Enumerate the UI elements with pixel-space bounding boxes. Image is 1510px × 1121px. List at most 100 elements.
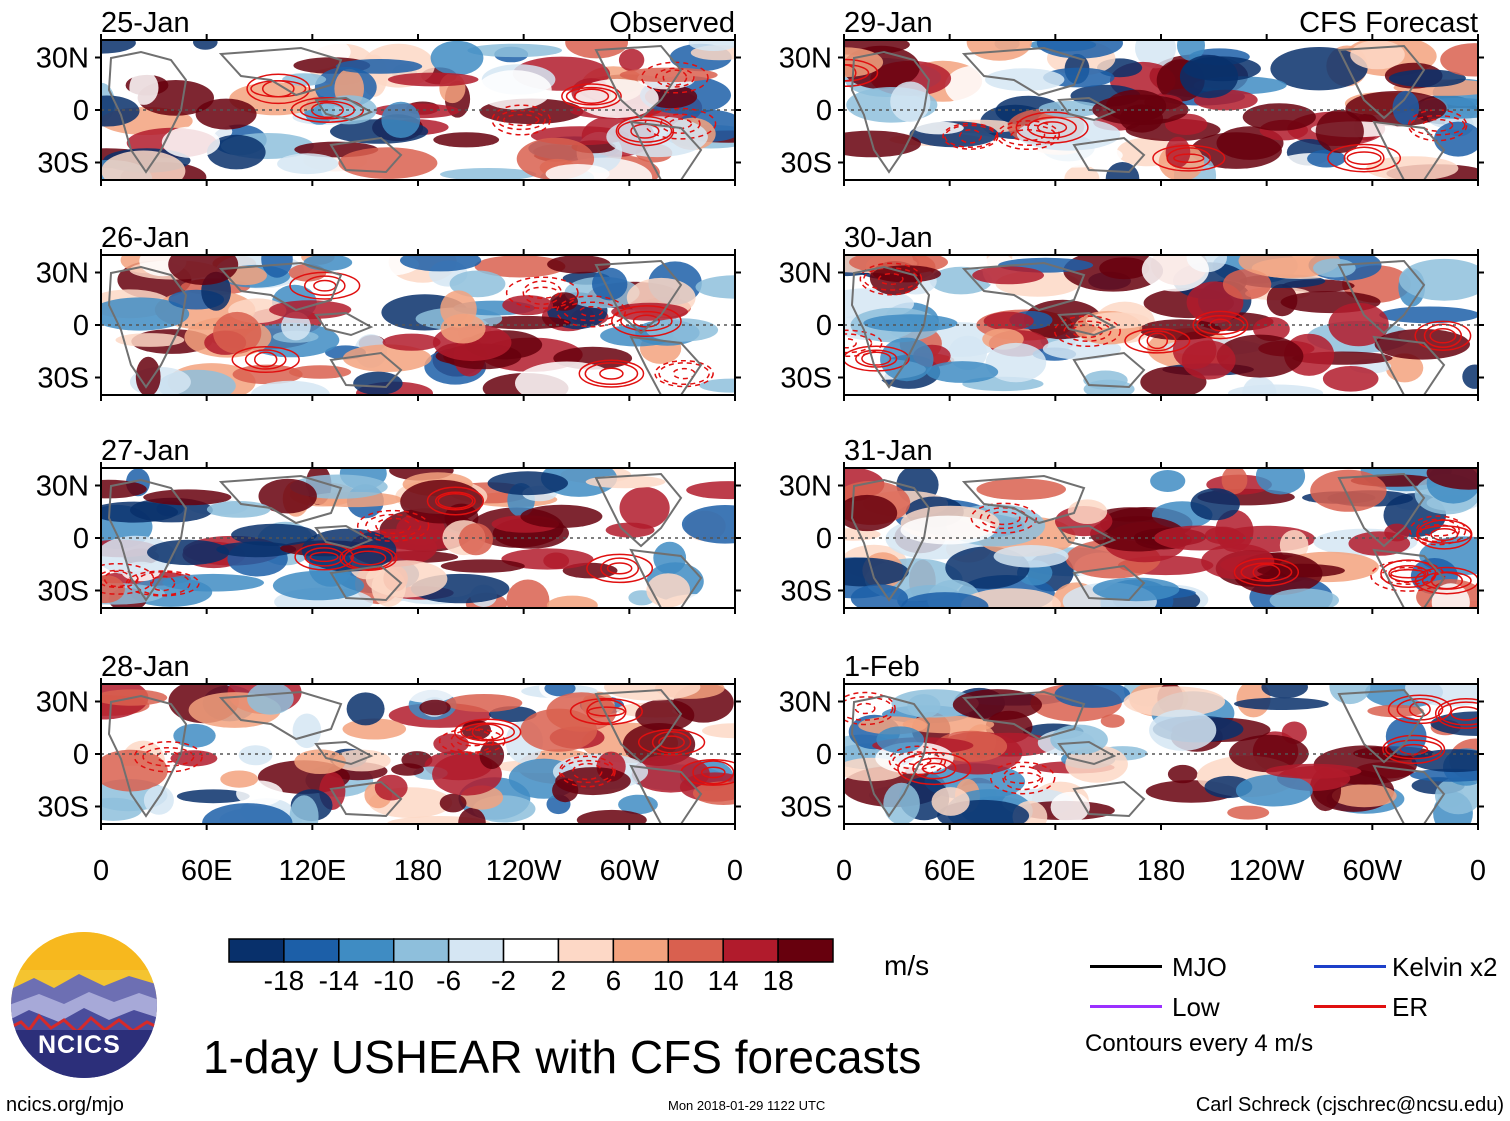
coastline (107, 478, 188, 602)
coastline (1337, 44, 1426, 120)
coastline (107, 694, 188, 818)
panel-date-label: 31-Jan (844, 435, 933, 467)
coastline (1072, 780, 1146, 818)
colorbar-tick-label: 18 (762, 965, 794, 996)
colorbar-tick-label: 6 (605, 965, 622, 996)
lat-label: 30S (37, 792, 89, 824)
legend-swatch-kelvin (1314, 965, 1386, 968)
lat-label: 30S (780, 148, 832, 180)
lat-label: 30N (779, 471, 832, 503)
panel-date-label: 27-Jan (101, 435, 190, 467)
shear-field (844, 684, 1478, 824)
lat-label: 30N (779, 43, 832, 75)
map-panel-31-Jan: 30N 0 30S 31-Jan (779, 435, 1484, 614)
coastline (1057, 311, 1117, 337)
colorbar-tick-label: -2 (491, 965, 516, 996)
coastline (329, 564, 403, 602)
lon-label: 0 (727, 855, 743, 887)
lon-label: 120W (486, 855, 562, 887)
map-panel-26-Jan: 30N 0 30S 26-Jan (36, 222, 741, 401)
lat-label: 0 (816, 310, 832, 342)
lat-label: 30S (780, 363, 832, 395)
coastline (314, 740, 374, 766)
coastline (218, 474, 343, 525)
coastline (218, 46, 343, 97)
legend-label-mjo: MJO (1172, 952, 1227, 982)
lon-label: 120E (278, 855, 346, 887)
lat-label: 30S (37, 576, 89, 608)
coastline (1337, 259, 1426, 335)
lat-label: 30S (780, 792, 832, 824)
lon-label: 0 (1470, 855, 1486, 887)
lat-label: 30N (36, 258, 89, 290)
coastline (850, 50, 931, 174)
coastline (218, 690, 343, 741)
lat-label: 0 (73, 523, 89, 555)
coastline (218, 261, 343, 312)
lon-label: 0 (93, 855, 109, 887)
credit: Carl Schreck (cjschrec@ncsu.edu) (1195, 1094, 1504, 1116)
lat-label: 0 (73, 739, 89, 771)
coastline (850, 694, 931, 818)
lat-label: 30S (37, 363, 89, 395)
panel-date-label: 29-Jan (844, 7, 933, 39)
colorbar-segment (338, 938, 395, 963)
coastline (961, 46, 1086, 97)
timestamp: Mon 2018-01-29 1122 UTC (668, 1098, 826, 1113)
colorbar-segment (228, 938, 285, 963)
coastline (329, 780, 403, 818)
shear-field (101, 684, 735, 824)
lat-label: 0 (816, 739, 832, 771)
coastline (1072, 351, 1146, 389)
shear-field (844, 255, 1478, 395)
legend-swatch-er (1314, 1005, 1386, 1008)
coastline (961, 261, 1086, 312)
ncics-logo (11, 932, 157, 1078)
coastline (329, 351, 403, 389)
lon-label: 60W (1343, 855, 1403, 887)
coastline (1057, 524, 1117, 550)
legend-label-low: Low (1172, 992, 1220, 1022)
lon-label: 120E (1021, 855, 1089, 887)
shear-field (101, 40, 735, 180)
coastline (594, 688, 683, 764)
shear-field (101, 468, 735, 608)
lat-label: 30S (37, 148, 89, 180)
coastline (1072, 564, 1146, 602)
figure-title: 1-day USHEAR with CFS forecasts (203, 1031, 922, 1083)
colorbar-units: m/s (884, 950, 930, 981)
legend-swatch-low (1090, 1005, 1162, 1008)
coastline (314, 311, 374, 337)
colorbar-segment (392, 938, 450, 963)
colorbar (228, 938, 834, 963)
coastline (961, 690, 1086, 741)
colorbar-tick-label: -6 (436, 965, 462, 996)
colorbar-segment (722, 938, 779, 963)
shear-field (844, 40, 1478, 180)
coastline (107, 265, 188, 389)
colorbar-tick-label: -14 (318, 965, 360, 996)
coastline (1372, 764, 1446, 824)
coastline (1057, 96, 1117, 122)
lon-label: 60E (924, 855, 976, 887)
lat-label: 30N (36, 687, 89, 719)
coastline (850, 265, 931, 389)
colorbar-segment (612, 938, 670, 963)
legend-swatch-mjo (1090, 965, 1162, 968)
panel-date-label: 1-Feb (844, 651, 920, 683)
panel-date-label: 30-Jan (844, 222, 933, 254)
colorbar-segment (283, 938, 340, 963)
coastline (594, 259, 683, 335)
legend-label-er: ER (1392, 992, 1429, 1022)
lon-label: 60E (181, 855, 233, 887)
coastline (850, 478, 931, 602)
colorbar-segment (777, 938, 834, 963)
lon-label: 60W (600, 855, 660, 887)
coastline (1372, 335, 1446, 395)
colorbar-tick-label: 10 (652, 965, 684, 996)
coastline (1057, 740, 1117, 766)
map-panel-30-Jan: 30N 0 30S 30-Jan (779, 222, 1484, 401)
